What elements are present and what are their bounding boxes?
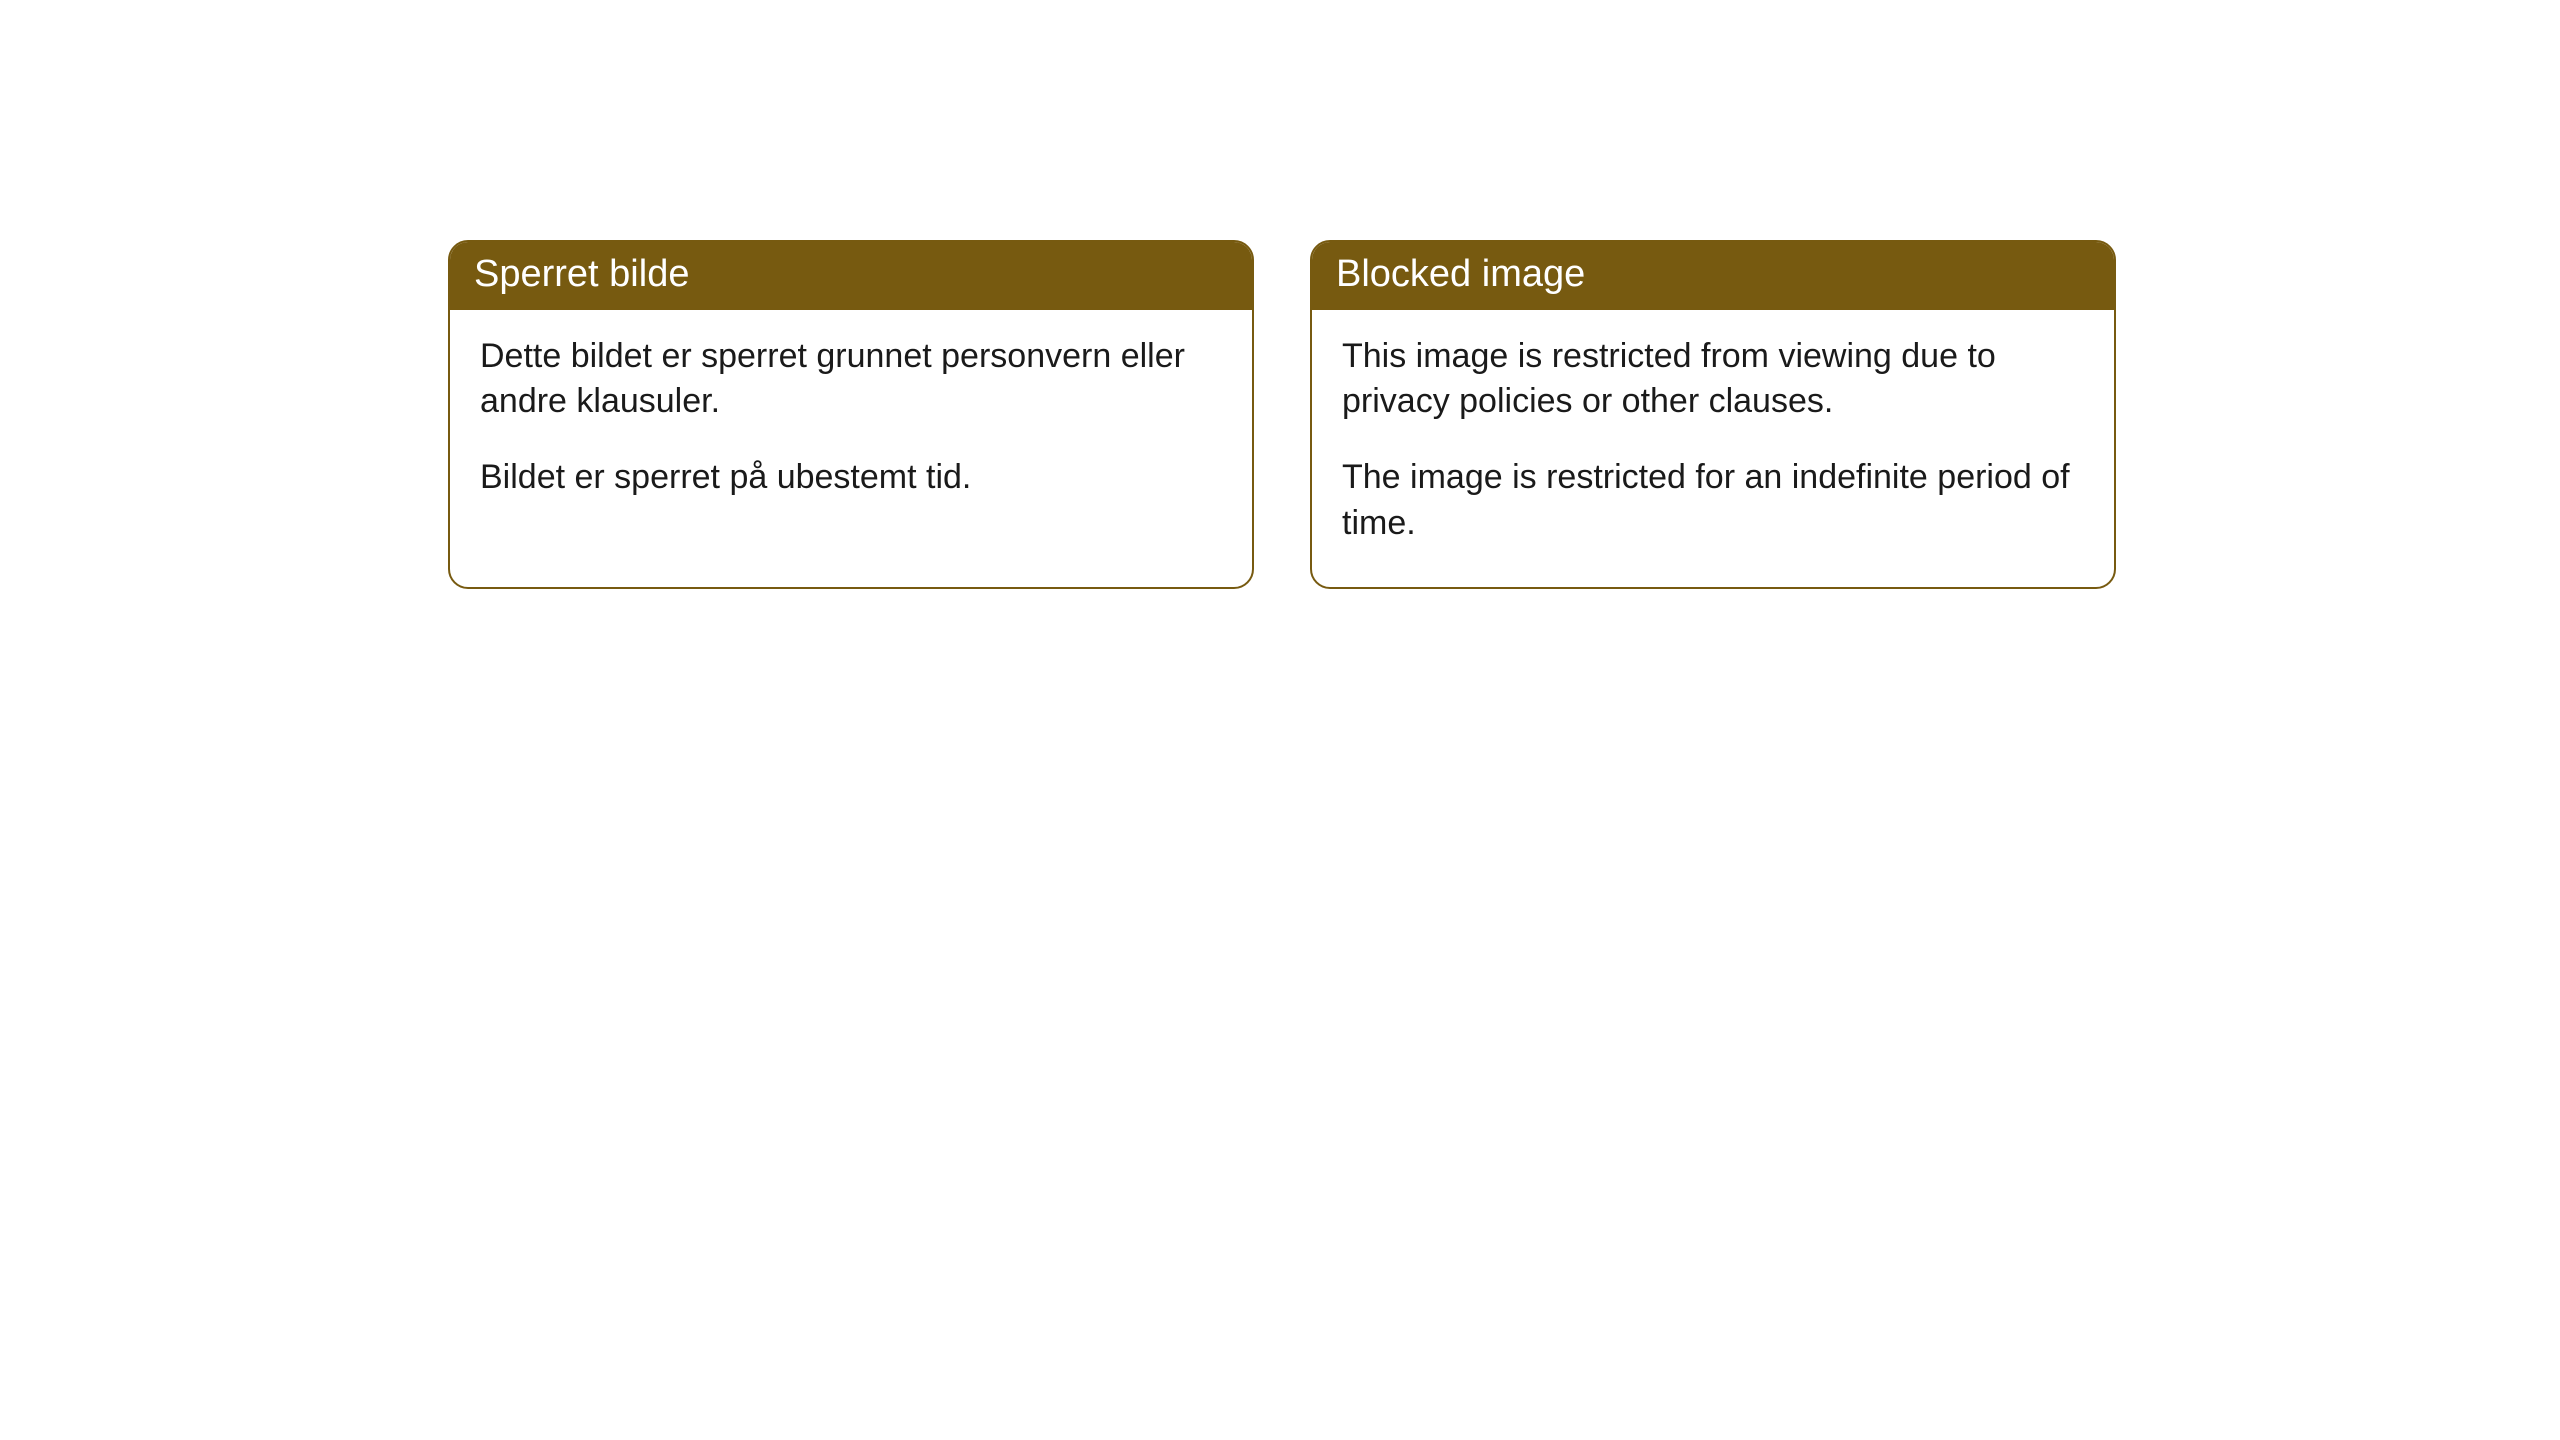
card-header: Sperret bilde — [450, 242, 1252, 310]
card-paragraph: Bildet er sperret på ubestemt tid. — [480, 455, 1222, 501]
card-paragraph: The image is restricted for an indefinit… — [1342, 455, 2084, 547]
blocked-image-card-norwegian: Sperret bilde Dette bildet er sperret gr… — [448, 240, 1254, 589]
card-paragraph: Dette bildet er sperret grunnet personve… — [480, 334, 1222, 426]
card-body: Dette bildet er sperret grunnet personve… — [450, 310, 1252, 542]
card-header: Blocked image — [1312, 242, 2114, 310]
cards-container: Sperret bilde Dette bildet er sperret gr… — [0, 0, 2560, 589]
card-paragraph: This image is restricted from viewing du… — [1342, 334, 2084, 426]
card-title: Sperret bilde — [474, 253, 689, 295]
blocked-image-card-english: Blocked image This image is restricted f… — [1310, 240, 2116, 589]
card-title: Blocked image — [1336, 253, 1585, 295]
card-body: This image is restricted from viewing du… — [1312, 310, 2114, 588]
